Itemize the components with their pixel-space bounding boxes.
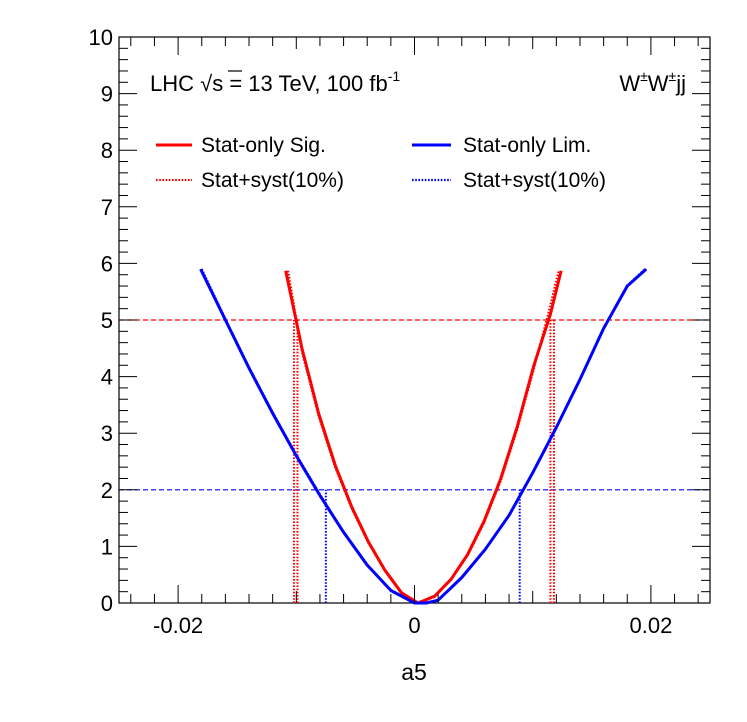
- y-tick-label-0: 0: [101, 591, 113, 616]
- legend-label-stat-only-sig: Stat-only Sig.: [201, 134, 326, 157]
- axis-tick-labels: 0 1 2 3 4 5 6 7 8 9 10 -0.02 0 0.02: [89, 25, 673, 638]
- y-tick-label-6: 6: [101, 251, 113, 276]
- process-pm2: ±: [669, 68, 677, 84]
- y-tick-label-8: 8: [101, 138, 113, 163]
- legend-label-stat-only-lim: Stat-only Lim.: [463, 134, 591, 157]
- series-line-stat-syst-10-sig: [286, 270, 560, 605]
- process-w1: W: [619, 71, 640, 96]
- process-annotation: W±W±jj: [619, 68, 686, 96]
- y-tick-label-1: 1: [101, 534, 113, 559]
- legend-label-stat-syst-sig: Stat+syst(10%): [201, 169, 344, 192]
- process-jj: jj: [675, 71, 686, 96]
- x-tick-label-0: -0.02: [153, 613, 203, 638]
- axis-ticks: [119, 36, 710, 604]
- legend-label-stat-syst-lim: Stat+syst(10%): [463, 169, 606, 192]
- series-group: [199, 267, 648, 605]
- process-pm1: ±: [640, 68, 648, 84]
- process-w2: W: [648, 71, 669, 96]
- annotation-lumi-exponent: -1: [388, 68, 401, 84]
- y-tick-label-3: 3: [101, 421, 113, 446]
- legend: Stat-only Sig. Stat-only Lim. Stat+syst(…: [156, 134, 606, 192]
- energy-annotation: LHC √s = 13 TeV, 100 fb-1: [150, 68, 400, 96]
- reference-lines: [119, 319, 710, 603]
- y-tick-label-10: 10: [89, 25, 113, 50]
- sqrt-symbol: √: [200, 71, 213, 96]
- x-tick-label-1: 0: [408, 613, 420, 638]
- y-tick-label-5: 5: [101, 308, 113, 333]
- y-tick-label-7: 7: [101, 195, 113, 220]
- sqrt-argument: s: [212, 71, 223, 96]
- svg-text:LHC √s = 13 TeV, 100 fb-1: LHC √s = 13 TeV, 100 fb-1: [150, 68, 400, 96]
- series-line-stat-only-sig: [284, 270, 563, 605]
- annotation-lhc: LHC: [150, 71, 200, 96]
- x-axis-title: a5: [401, 659, 427, 685]
- annotation-energy: = 13 TeV, 100 fb: [223, 71, 388, 96]
- series-line-stat-syst-10-lim: [200, 268, 646, 605]
- series-line-stat-only-lim: [199, 267, 648, 605]
- y-tick-label-4: 4: [101, 365, 113, 390]
- x-tick-label-2: 0.02: [629, 613, 672, 638]
- y-tick-label-9: 9: [101, 82, 113, 107]
- y-tick-label-2: 2: [101, 478, 113, 503]
